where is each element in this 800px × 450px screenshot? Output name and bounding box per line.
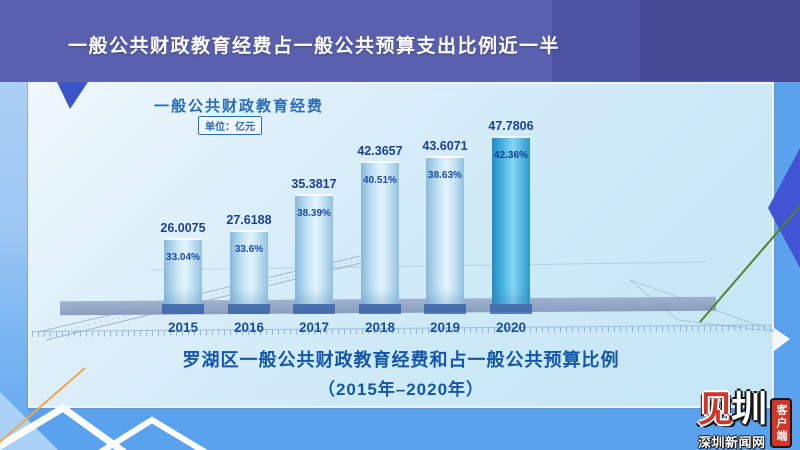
bar-value-label-2016: 27.6188 xyxy=(226,213,272,227)
unit-label: 单位：亿元 xyxy=(198,116,262,135)
bar-value-label-2018: 42.3657 xyxy=(357,144,403,158)
logo-red-glyph: 见 xyxy=(698,388,734,429)
axis-year-label-2015: 2015 xyxy=(167,320,199,335)
bar-2017: 38.39% xyxy=(295,194,333,304)
bars-layer: 26.0075 33.04% 2015 27.6188 33.6% 2016 35.3817… xyxy=(30,84,776,410)
right-edge-arrow-shape xyxy=(774,328,790,351)
white-mountain-outline-2 xyxy=(98,416,208,450)
bar-percent-label-2018: 40.51% xyxy=(363,175,397,186)
bar-base-shadow-2016 xyxy=(228,304,270,314)
client-app-seal: 客户端 xyxy=(770,398,792,448)
chart-panel: 一般公共财政教育经费 单位：亿元 26.0075 33.04% 2015 27.618… xyxy=(28,82,776,410)
axis-year-label-2017: 2017 xyxy=(298,320,330,335)
bar-2015: 33.04% xyxy=(164,238,202,304)
bar-value-label-2017: 35.3817 xyxy=(291,177,337,191)
bar-percent-label-2020: 42.36% xyxy=(494,150,528,161)
bar-base-shadow-2018 xyxy=(359,304,401,314)
bar-value-label-2015: 26.0075 xyxy=(160,221,206,235)
bar-percent-label-2016: 33.6% xyxy=(234,244,264,255)
bar-2020: 42.36% xyxy=(492,136,530,304)
header-bar: 一般公共财政教育经费占一般公共预算支出比例近一半 xyxy=(0,0,800,82)
bar-2018: 40.51% xyxy=(361,161,399,304)
logo-white-glyph: 圳 xyxy=(731,388,767,429)
bar-base-shadow-2017 xyxy=(293,304,335,314)
bottom-caption-line2: （2015年–2020年） xyxy=(317,380,485,399)
bar-base-shadow-2015 xyxy=(162,304,204,314)
bar-2019: 38.63% xyxy=(426,156,464,304)
bar-base-shadow-2020 xyxy=(490,304,532,314)
bar-percent-label-2017: 38.39% xyxy=(297,208,331,219)
bar-percent-label-2015: 33.04% xyxy=(166,252,200,263)
chart-title: 一般公共财政教育经费 xyxy=(154,99,325,115)
axis-year-label-2016: 2016 xyxy=(233,320,265,335)
axis-year-label-2020: 2020 xyxy=(495,320,527,335)
header-title: 一般公共财政教育经费占一般公共预算支出比例近一半 xyxy=(68,36,561,57)
axis-year-label-2018: 2018 xyxy=(364,320,396,335)
bar-value-label-2019: 43.6071 xyxy=(422,139,468,153)
bar-percent-label-2019: 38.63% xyxy=(428,170,462,181)
axis-year-label-2019: 2019 xyxy=(429,320,461,335)
sznews-logo-mark: 见圳 xyxy=(698,388,767,429)
bar-2016: 33.6% xyxy=(230,230,268,304)
sznews-site-name: 深圳新闻网 xyxy=(698,435,766,450)
bottom-caption: 罗湖区一般公共财政教育经费和占一般公共预算比例 （2015年–2020年） xyxy=(30,346,772,400)
bar-value-label-2020: 47.7806 xyxy=(488,119,534,133)
bar-base-shadow-2019 xyxy=(424,304,466,314)
bottom-caption-line1: 罗湖区一般公共财政教育经费和占一般公共预算比例 xyxy=(182,350,620,370)
sznews-watermark: 见圳 深圳新闻网 客户端 xyxy=(698,389,794,450)
background-left-strip xyxy=(0,82,28,450)
